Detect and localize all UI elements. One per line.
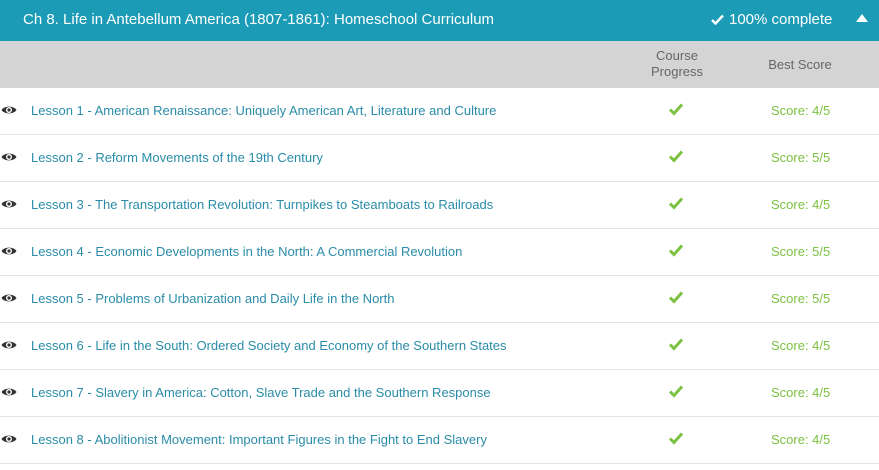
best-score: Score: 5/5 <box>771 291 831 306</box>
course-progress-header: Course Progress <box>642 48 712 80</box>
check-icon <box>668 385 684 398</box>
best-score: Score: 5/5 <box>771 150 831 165</box>
check-icon <box>711 14 724 25</box>
collapse-chevron-icon[interactable] <box>856 14 868 22</box>
lesson-link[interactable]: Lesson 8 - Abolitionist Movement: Import… <box>31 432 487 447</box>
best-score: Score: 4/5 <box>771 103 831 118</box>
check-icon <box>668 338 684 351</box>
chapter-title[interactable]: Ch 8. Life in Antebellum America (1807-1… <box>23 11 495 28</box>
lesson-link[interactable]: Lesson 4 - Economic Developments in the … <box>31 244 463 259</box>
check-icon <box>668 244 684 257</box>
check-icon <box>668 291 684 304</box>
lesson-row[interactable]: Lesson 7 - Slavery in America: Cotton, S… <box>0 370 879 417</box>
lesson-link[interactable]: Lesson 7 - Slavery in America: Cotton, S… <box>31 385 491 400</box>
lesson-row[interactable]: Lesson 6 - Life in the South: Ordered So… <box>0 323 879 370</box>
lesson-link[interactable]: Lesson 6 - Life in the South: Ordered So… <box>31 338 507 353</box>
best-score: Score: 5/5 <box>771 244 831 259</box>
check-icon <box>668 432 684 445</box>
best-score-header: Best Score <box>768 57 832 72</box>
lesson-row[interactable]: Lesson 2 - Reform Movements of the 19th … <box>0 135 879 182</box>
eye-icon[interactable] <box>1 386 17 398</box>
lesson-link[interactable]: Lesson 3 - The Transportation Revolution… <box>31 197 494 212</box>
lesson-link[interactable]: Lesson 5 - Problems of Urbanization and … <box>31 291 395 306</box>
course-progress-header-line2: Progress <box>650 64 704 79</box>
eye-icon[interactable] <box>1 245 17 257</box>
eye-icon[interactable] <box>1 433 17 445</box>
best-score: Score: 4/5 <box>771 197 831 212</box>
lesson-row[interactable]: Lesson 1 - American Renaissance: Uniquel… <box>0 88 879 135</box>
chapter-header[interactable]: Ch 8. Life in Antebellum America (1807-1… <box>0 0 879 41</box>
lesson-row[interactable]: Lesson 8 - Abolitionist Movement: Import… <box>0 417 879 464</box>
lesson-row[interactable]: Lesson 5 - Problems of Urbanization and … <box>0 276 879 323</box>
eye-icon[interactable] <box>1 292 17 304</box>
course-progress-header-line1: Course <box>656 48 698 63</box>
eye-icon[interactable] <box>1 198 17 210</box>
eye-icon[interactable] <box>1 151 17 163</box>
completion-label: 100% complete <box>729 11 833 28</box>
lesson-link[interactable]: Lesson 1 - American Renaissance: Uniquel… <box>31 103 497 118</box>
check-icon <box>668 150 684 163</box>
eye-icon[interactable] <box>1 339 17 351</box>
lesson-link[interactable]: Lesson 2 - Reform Movements of the 19th … <box>31 150 323 165</box>
lesson-row[interactable]: Lesson 3 - The Transportation Revolution… <box>0 182 879 229</box>
best-score: Score: 4/5 <box>771 432 831 447</box>
check-icon <box>668 197 684 210</box>
check-icon <box>668 103 684 116</box>
best-score: Score: 4/5 <box>771 385 831 400</box>
lesson-list: Lesson 1 - American Renaissance: Uniquel… <box>0 88 879 464</box>
eye-icon[interactable] <box>1 104 17 116</box>
best-score: Score: 4/5 <box>771 338 831 353</box>
lesson-row[interactable]: Lesson 4 - Economic Developments in the … <box>0 229 879 276</box>
completion-status: 100% complete <box>711 11 832 28</box>
column-headers: Course Progress Best Score <box>0 41 879 88</box>
